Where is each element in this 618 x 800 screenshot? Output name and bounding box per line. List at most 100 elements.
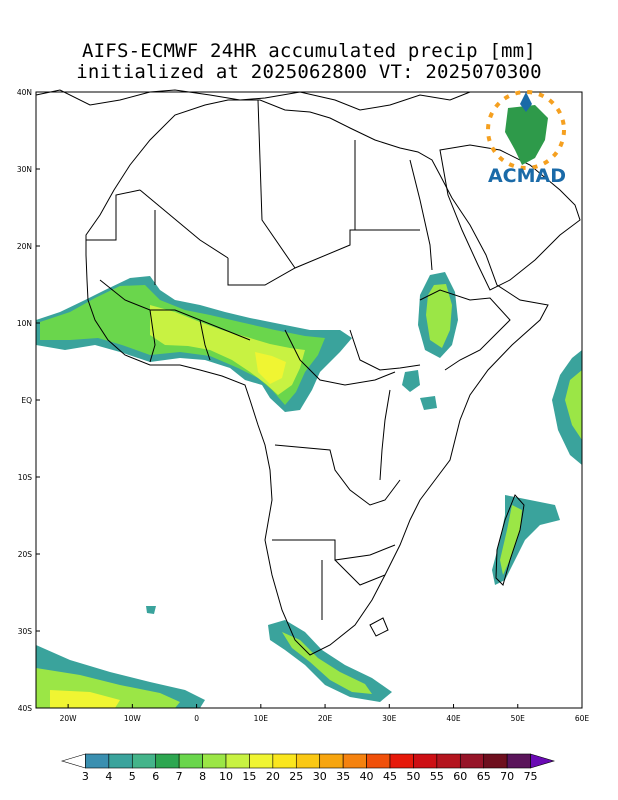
colorbar-swatch [459,753,485,769]
lat-tick-label: 40N [17,88,32,97]
colorbar-label: 40 [360,770,374,783]
colorbar-swatch [85,753,110,769]
coastlines-and-borders [35,89,581,656]
lon-tick-label: 30E [382,714,397,723]
colorbar-swatch [413,753,438,769]
precip-ethiopia-core [426,284,452,348]
map-panel: ACMAD 40N 30N 20N 10N EQ 10S 20S 30S 40S 20W 10W 0 1… [17,88,590,723]
border-westafrica-1 [99,279,251,341]
axis-ticks: 40N 30N 20N 10N EQ 10S 20S 30S 40S 20W 10W 0 10E 20E 3… [17,88,590,723]
lat-tick-label: 10S [18,473,33,482]
border-south-1 [272,539,396,561]
colorbar-swatch [530,753,556,769]
colorbar-swatch [225,753,250,769]
colorbar-swatch [108,753,133,769]
map-title-line-1: AIFS-ECMWF 24HR accumulated precip [mm] [82,40,536,62]
colorbar-label: 70 [500,770,514,783]
border-westafrica-3 [199,319,211,361]
colorbar-label: 20 [266,770,280,783]
border-central-4 [379,389,391,481]
lat-tick-label: 30S [18,627,33,636]
logo-text: ACMAD [488,165,566,187]
colorbar-swatch [436,753,461,769]
madagascar-coastline [495,494,525,586]
lat-tick-label: EQ [21,396,32,405]
colorbar-swatch [342,753,367,769]
border-horn [419,289,511,371]
colorbar-label: 60 [453,770,467,783]
arabia-coastline [439,144,581,291]
lon-tick-label: 10W [124,714,142,723]
precip-nigeria-peak [255,352,286,384]
colorbar-swatch [155,753,180,769]
lon-tick-label: 0 [194,714,199,723]
colorbar-label: 65 [477,770,491,783]
lat-tick-label: 20N [17,242,32,251]
colorbar-label: 7 [176,770,183,783]
border-central-2 [349,329,421,371]
lat-tick-label: 30N [17,165,32,174]
border-north-1 [139,189,229,259]
europe-coastline [35,89,471,111]
colorbar-label: 75 [524,770,538,783]
colorbar-label: 10 [219,770,233,783]
colorbar-label: 50 [406,770,420,783]
colorbar-label: 6 [152,770,159,783]
colorbar-label: 3 [82,770,89,783]
logo-sun-rays [486,90,566,170]
colorbar-swatch [319,753,344,769]
lesotho-border [369,617,389,637]
colorbar-swatch [60,753,86,769]
border-central-1 [284,329,396,386]
border-nile [409,159,433,271]
colorbar-label: 35 [336,770,350,783]
lon-tick-label: 10E [254,714,269,723]
colorbar-swatch [295,753,321,769]
lon-tick-label: 60E [575,714,590,723]
logo-water-drop [520,92,532,112]
lon-tick-label: 20E [318,714,333,723]
precip-south-africa [268,620,392,702]
colorbar: 3 4 5 6 7 8 10 15 20 25 30 35 40 45 50 55 60 65 70 75 [60,753,556,783]
border-central-3 [274,444,401,506]
colorbar-swatch [249,753,274,769]
lon-tick-label: 50E [511,714,526,723]
border-sahel [86,189,141,241]
colorbar-swatch [389,753,414,769]
colorbar-swatch [131,753,157,769]
border-north-3 [257,99,296,269]
border-westafrica-2 [149,309,156,363]
lat-tick-label: 20S [18,550,33,559]
colorbar-label: 25 [289,770,303,783]
colorbar-label: 30 [313,770,327,783]
colorbar-label: 55 [430,770,444,783]
acmad-logo: ACMAD [486,90,566,187]
precip-indian-ocean-core [565,370,582,440]
precip-shading [36,272,582,708]
lon-tick-label: 40E [446,714,461,723]
colorbar-swatch [483,753,508,769]
lat-tick-label: 40S [18,704,33,713]
precip-south-africa-core [282,632,372,694]
colorbar-label: 4 [105,770,112,783]
lat-tick-label: 10N [17,319,32,328]
colorbar-label: 5 [129,770,136,783]
border-south-3 [334,559,386,586]
precip-east-coast [420,396,437,410]
colorbar-swatch [272,753,297,769]
precip-madagascar-core [500,505,522,575]
precip-madagascar [492,495,560,585]
colorbar-swatch [202,753,227,769]
colorbar-label: 15 [242,770,256,783]
colorbar-label: 45 [383,770,397,783]
precip-atlantic-small-cell [146,606,156,614]
precip-lake-victoria [402,370,420,392]
map-title-line-2: initialized at 2025062800 VT: 2025070300 [76,61,542,83]
africa-coastline [85,99,549,656]
colorbar-swatch [178,753,203,769]
colorbar-swatch [506,753,531,769]
precip-south-atlantic-peak [50,690,120,708]
logo-africa-shape [505,105,548,165]
lon-tick-label: 20W [60,714,78,723]
